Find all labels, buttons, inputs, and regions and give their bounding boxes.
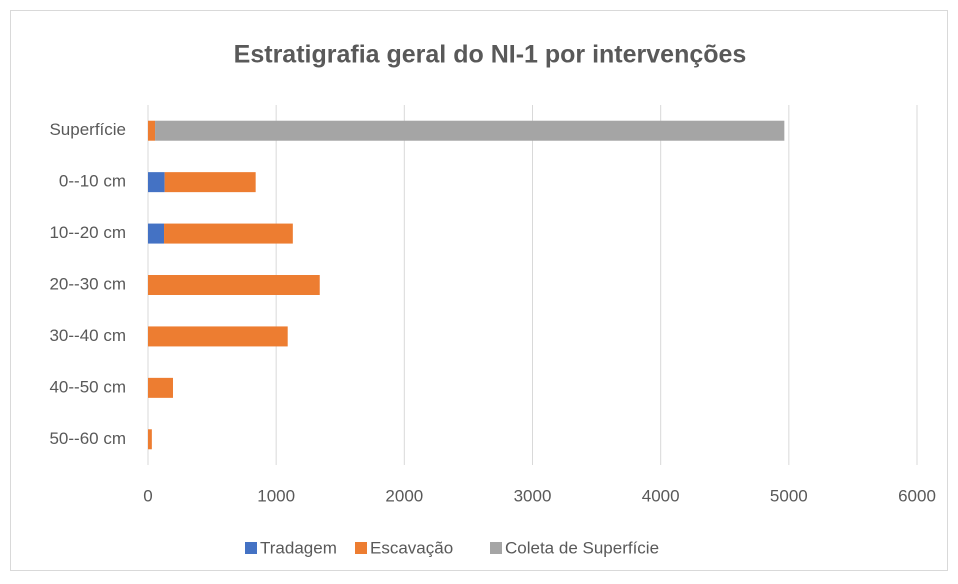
y-tick-label: 40--50 cm — [49, 377, 126, 396]
x-tick-label: 0 — [143, 486, 152, 505]
x-tick-label: 2000 — [385, 486, 423, 505]
x-tick-label: 4000 — [642, 486, 680, 505]
y-tick-label: 30--40 cm — [49, 326, 126, 345]
y-tick-label: 20--30 cm — [49, 274, 126, 293]
bar — [148, 120, 156, 141]
y-tick-label: 10--20 cm — [49, 223, 126, 242]
x-tick-label: 3000 — [514, 486, 552, 505]
bar — [148, 377, 173, 398]
bar — [155, 120, 785, 141]
bar — [164, 223, 293, 244]
legend-label: Escavação — [370, 538, 453, 557]
bar — [148, 326, 288, 347]
bar — [148, 275, 320, 295]
legend-swatch — [355, 542, 367, 554]
y-tick-label: Superfície — [49, 120, 126, 139]
bar — [164, 172, 256, 193]
bar — [148, 429, 152, 450]
x-tick-label: 1000 — [257, 486, 295, 505]
chart-title: Estratigrafia geral do NI-1 por interven… — [234, 41, 747, 69]
y-tick-label: 0--10 cm — [59, 172, 126, 191]
x-tick-label: 6000 — [898, 486, 936, 505]
legend-label: Coleta de Superfície — [505, 538, 659, 557]
y-tick-label: 50--60 cm — [49, 429, 126, 448]
bar — [148, 223, 165, 244]
x-tick-label: 5000 — [770, 486, 808, 505]
bar — [148, 172, 165, 193]
legend-swatch — [245, 542, 257, 554]
legend-label: Tradagem — [260, 538, 337, 557]
legend-swatch — [490, 542, 502, 554]
